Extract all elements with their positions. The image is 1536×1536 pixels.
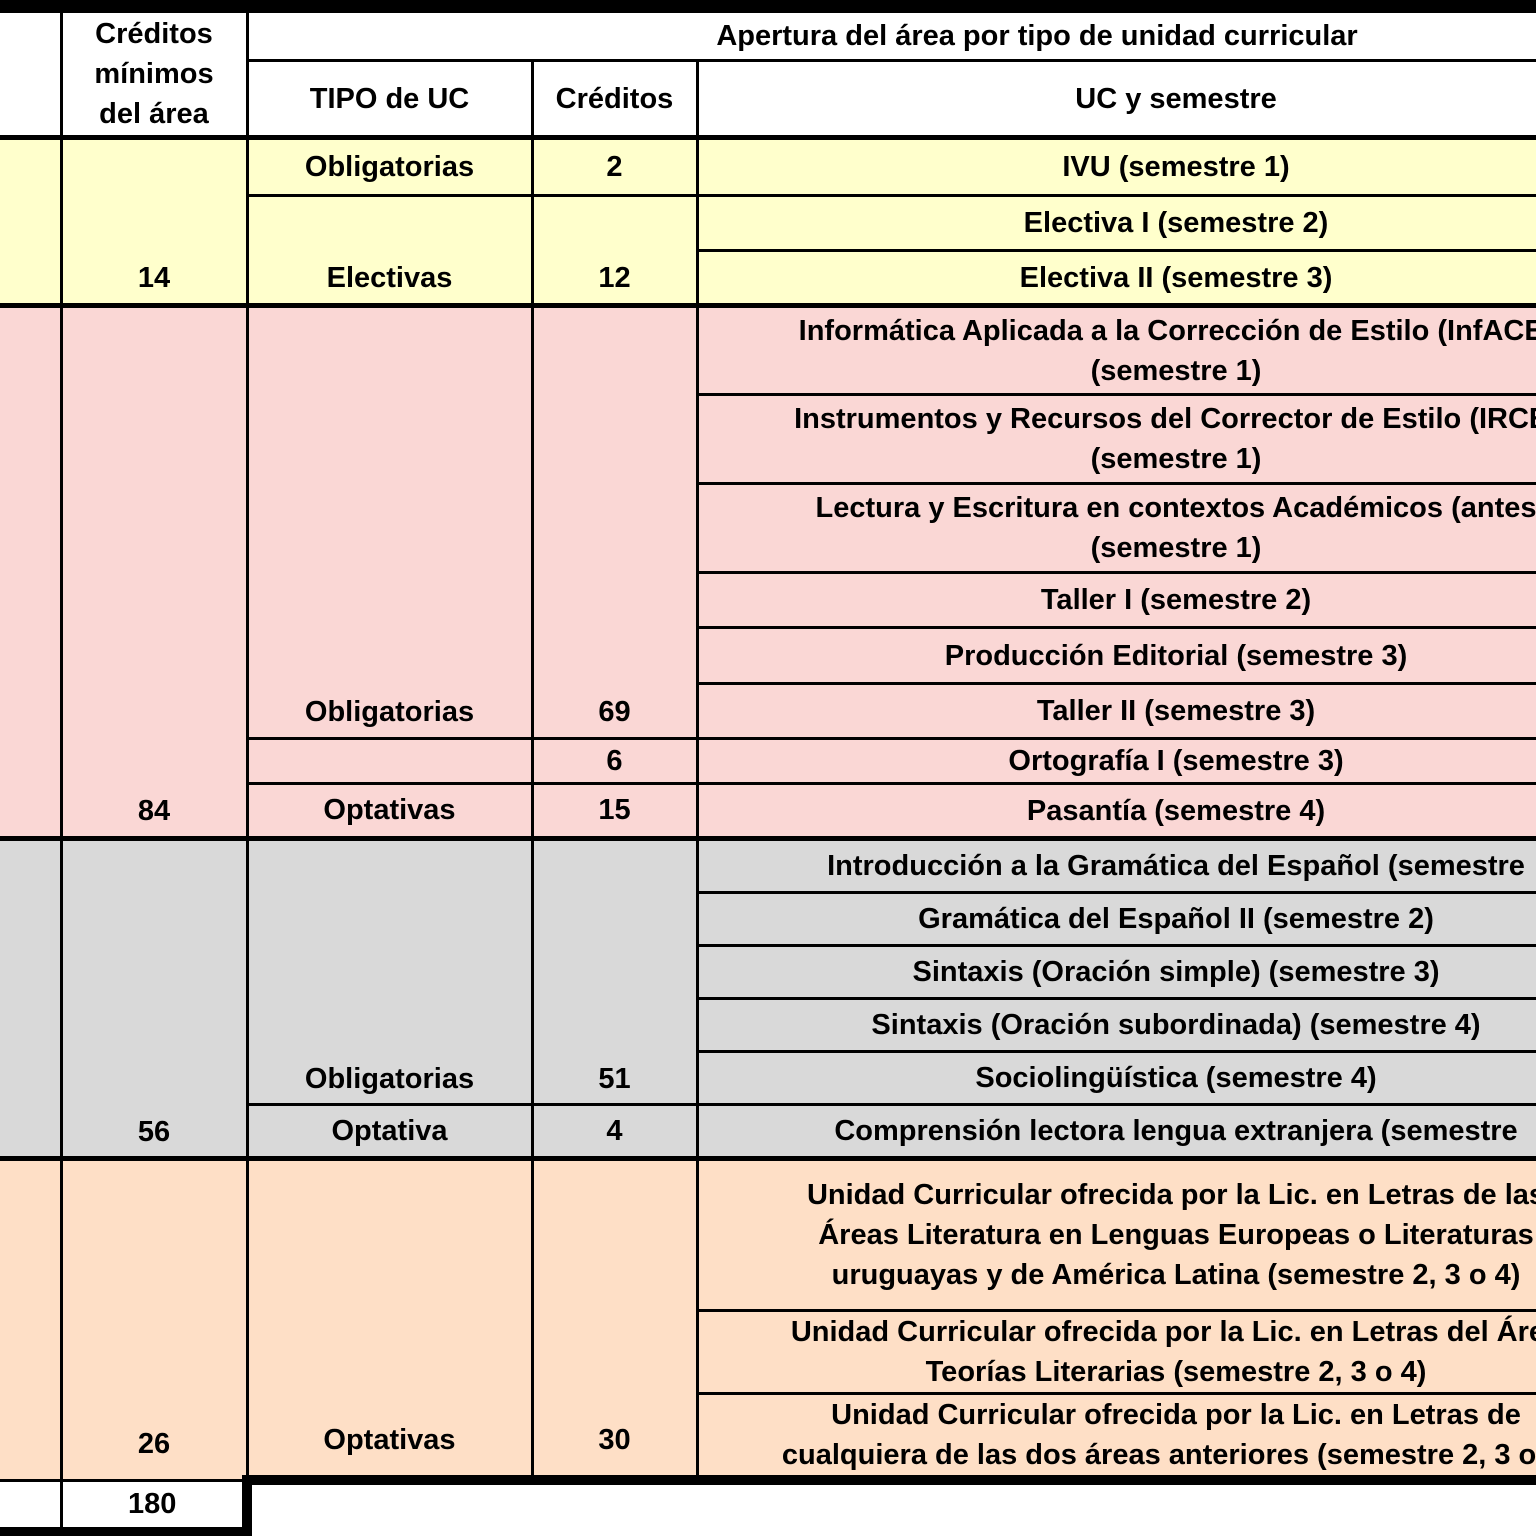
uc-cell: Lectura y Escritura en contextos Académi…: [695, 482, 1536, 574]
uc-cell: Taller I (semestre 2): [695, 571, 1536, 629]
uc-cell: Gramática del Español II (semestre 2): [695, 891, 1536, 947]
uc-cell: Comprensión lectora lengua extranjera (s…: [695, 1103, 1536, 1160]
uc-cell: Unidad Curricular ofrecida por la Lic. e…: [695, 1156, 1536, 1312]
table-row: Sociolingüística (semestre 4): [0, 1050, 1536, 1106]
table-row: Electivas 12 Electiva I (semestre 2): [0, 194, 1536, 307]
header-row-1: Créditos mínimos del área Apertura del áre…: [0, 5, 1536, 139]
uc-cell: Sintaxis (Oración simple) (semestre 3): [695, 944, 1536, 1000]
area-label-column-header: [0, 5, 63, 139]
min-credits-cell: 84: [59, 303, 249, 840]
header-row-2: TIPO de UC Créditos UC y semestre: [0, 59, 1536, 139]
table-row: Optativa 4 Comprensión lectora lengua ex…: [0, 1103, 1536, 1160]
table-row: Electiva II (semestre 3): [0, 249, 1536, 307]
uc-cell: Sociolingüística (semestre 4): [695, 1050, 1536, 1106]
total-credits-cell: 180: [59, 1478, 252, 1536]
tipo-cell: Obligatorias: [245, 135, 534, 197]
table-row: Producción Editorial (semestre 3): [0, 626, 1536, 685]
tipo-cell: Electivas: [245, 194, 534, 307]
table-row: 6 Ortografía I (semestre 3): [0, 737, 1536, 785]
min-credits-cell: 26: [59, 1156, 249, 1482]
area-color-cell: [0, 1156, 63, 1482]
header-creditos: Créditos: [530, 59, 699, 139]
creditos-cell: 69: [530, 303, 699, 740]
table-row: Taller II (semestre 3): [0, 682, 1536, 740]
table-row: Sintaxis (Oración simple) (semestre 3): [0, 944, 1536, 1000]
creditos-cell: 2: [530, 135, 699, 197]
table-row: Lectura y Escritura en contextos Académi…: [0, 482, 1536, 574]
header-apertura: Apertura del área por tipo de unidad cur…: [245, 5, 1536, 62]
creditos-cell: 51: [530, 836, 699, 1106]
area-color-cell: [0, 836, 63, 1160]
header-min-credits: Créditos mínimos del área: [59, 5, 249, 139]
creditos-cell: 6: [530, 737, 699, 785]
area-color-cell: [0, 135, 63, 307]
table-row: Unidad Curricular ofrecida por la Lic. e…: [0, 1392, 1536, 1482]
table-row: Optativas 15 Pasantía (semestre 4): [0, 782, 1536, 840]
uc-cell: Unidad Curricular ofrecida por la Lic. e…: [695, 1392, 1536, 1482]
table-row: 56 Obligatorias 51 Introducción a la Gra…: [0, 836, 1536, 1160]
creditos-cell: 30: [530, 1156, 699, 1482]
uc-cell: Sintaxis (Oración subordinada) (semestre…: [695, 997, 1536, 1053]
table-row: Unidad Curricular ofrecida por la Lic. e…: [0, 1309, 1536, 1395]
table-row: 26 Optativas 30 Unidad Curricular ofreci…: [0, 1156, 1536, 1482]
uc-cell: Ortografía I (semestre 3): [695, 737, 1536, 785]
uc-cell: Introducción a la Gramática del Español …: [695, 836, 1536, 894]
uc-cell: Informática Aplicada a la Corrección de …: [695, 303, 1536, 396]
total-row: 180: [0, 1475, 1536, 1536]
uc-cell: Pasantía (semestre 4): [695, 782, 1536, 840]
uc-cell: Electiva I (semestre 2): [695, 194, 1536, 252]
uc-cell: Producción Editorial (semestre 3): [695, 626, 1536, 685]
uc-cell: Electiva II (semestre 3): [695, 249, 1536, 307]
min-credits-cell: 56: [59, 836, 249, 1160]
tipo-cell: Optativa: [245, 1103, 534, 1160]
tipo-cell: Optativas: [245, 782, 534, 840]
tipo-cell: Optativas: [245, 1156, 534, 1482]
creditos-cell: 4: [530, 1103, 699, 1160]
creditos-cell: 12: [530, 194, 699, 307]
uc-cell: Instrumentos y Recursos del Corrector de…: [695, 393, 1536, 485]
table-row: Taller I (semestre 2): [0, 571, 1536, 629]
area-color-cell: [0, 303, 63, 840]
tipo-cell: Obligatorias: [245, 303, 534, 740]
tipo-cell: Obligatorias: [245, 836, 534, 1106]
table-row: 84 Obligatorias 69 Informática Aplicada …: [0, 303, 1536, 840]
uc-cell: Taller II (semestre 3): [695, 682, 1536, 740]
header-tipo-uc: TIPO de UC: [245, 59, 534, 139]
header-uc-semestre: UC y semestre: [695, 59, 1536, 139]
min-credits-cell: 14: [59, 135, 249, 307]
uc-cell: IVU (semestre 1): [695, 135, 1536, 197]
total-row-left-cell: [0, 1478, 63, 1536]
table-row: Gramática del Español II (semestre 2): [0, 891, 1536, 947]
creditos-cell: 15: [530, 782, 699, 840]
table-row: Sintaxis (Oración subordinada) (semestre…: [0, 997, 1536, 1053]
table-row: Instrumentos y Recursos del Corrector de…: [0, 393, 1536, 485]
tipo-cell: [245, 737, 534, 785]
table-row: 14 Obligatorias 2 IVU (semestre 1): [0, 135, 1536, 307]
uc-cell: Unidad Curricular ofrecida por la Lic. e…: [695, 1309, 1536, 1395]
below-table-whitespace: [247, 1475, 1536, 1532]
